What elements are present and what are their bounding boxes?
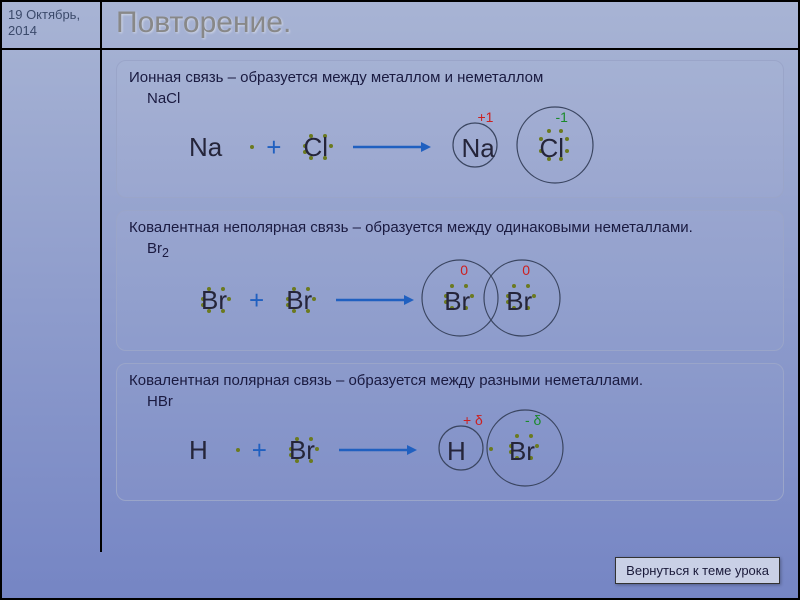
product-atom-Br: Br: [506, 286, 532, 317]
product-atom-Cl: Cl: [539, 133, 564, 164]
product-atom-Br: Br: [509, 436, 535, 467]
bond-card-1: Ковалентная неполярная связь – образуетс…: [116, 210, 784, 351]
left-margin: [2, 50, 102, 552]
product-group: Br 0 Br 0: [428, 262, 628, 338]
formula-label: Br2: [147, 240, 771, 260]
card-desc: Ионная связь – образуется между металлом…: [129, 69, 771, 86]
product-atom-H: H: [447, 436, 466, 467]
charge-label: 0: [460, 262, 468, 278]
reaction-arrow: [351, 137, 431, 157]
formula-label: HBr: [147, 393, 771, 410]
slide-title: Повторение.: [102, 2, 798, 50]
product-group: H + δ Br - δ: [431, 412, 631, 488]
charge-label: +1: [477, 109, 493, 125]
card-desc: Ковалентная полярная связь – образуется …: [129, 372, 771, 389]
main-content: Ионная связь – образуется между металлом…: [102, 50, 798, 552]
reaction-arrow: [337, 440, 417, 460]
reaction-row: H + BrH + δ Br - δ: [189, 412, 771, 488]
reaction-arrow: [334, 290, 414, 310]
slide-frame: 19 Октябрь, 2014 Повторение. Ионная связ…: [0, 0, 800, 600]
reaction-row: Na + ClNa +1 Cl -1: [189, 109, 771, 185]
atom-Na: Na: [189, 132, 222, 163]
bond-card-2: Ковалентная полярная связь – образуется …: [116, 363, 784, 501]
product-atom-Br: Br: [444, 286, 470, 317]
product-atom-Na: Na: [461, 133, 494, 164]
charge-label: 0: [522, 262, 530, 278]
back-button[interactable]: Вернуться к теме урока: [615, 557, 780, 584]
plus-sign: +: [249, 285, 264, 316]
charge-label: - δ: [525, 412, 541, 428]
plus-sign: +: [252, 435, 267, 466]
formula-label: NaCl: [147, 90, 771, 107]
plus-sign: +: [266, 132, 281, 163]
date-cell: 19 Октябрь, 2014: [2, 2, 102, 50]
card-desc: Ковалентная неполярная связь – образуетс…: [129, 219, 771, 236]
charge-label: + δ: [463, 412, 483, 428]
topbar: 19 Октябрь, 2014 Повторение.: [2, 2, 798, 50]
atom-H: H: [189, 435, 208, 466]
product-group: Na +1 Cl -1: [445, 109, 645, 185]
reaction-row: Br + BrBr 0 Br 0: [189, 262, 771, 338]
bond-card-0: Ионная связь – образуется между металлом…: [116, 60, 784, 198]
body-area: Ионная связь – образуется между металлом…: [2, 50, 798, 552]
charge-label: -1: [555, 109, 567, 125]
